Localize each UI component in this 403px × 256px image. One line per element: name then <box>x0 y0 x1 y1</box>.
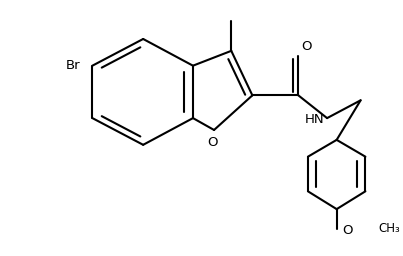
Text: O: O <box>207 136 217 149</box>
Text: CH₃: CH₃ <box>378 222 400 236</box>
Text: O: O <box>301 40 312 53</box>
Text: O: O <box>343 224 353 237</box>
Text: Br: Br <box>66 59 81 72</box>
Text: HN: HN <box>304 113 324 126</box>
